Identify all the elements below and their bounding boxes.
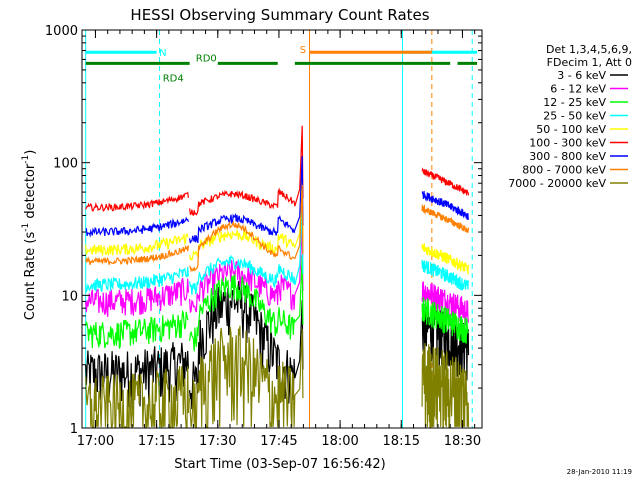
legend-label: 300 - 800 keV	[529, 150, 606, 163]
series-line-800-7000-kev	[189, 184, 304, 273]
axes: 17:00 17:15 17:30 17:45 18:00 18:15 18:30 1 10 10…	[45, 24, 483, 449]
x-tick-label: 18:30	[444, 434, 481, 449]
x-axis-label: Start Time (03-Sep-07 16:56:42)	[174, 457, 385, 472]
annotation-label-rd4: RD4	[163, 73, 184, 84]
legend-title-line-2: FDecim 1, Att 0	[547, 56, 632, 69]
series-line-300-800-kev	[85, 216, 189, 238]
series-line-12-25-kev	[189, 255, 304, 352]
series-line-300-800-kev	[189, 156, 304, 244]
legend-label: 7000 - 20000 keV	[508, 177, 606, 190]
series-line-25-50-kev	[85, 266, 189, 293]
series-line-800-7000-kev	[85, 245, 189, 266]
legend-label: 25 - 50 keV	[543, 110, 606, 123]
y-tick-label: 1000	[45, 24, 78, 39]
annotation-label-s: S	[300, 45, 306, 56]
timestamp: 28-Jan-2010 11:19	[567, 468, 632, 476]
series-line-25-50-kev	[189, 204, 304, 295]
series-line-7000-20000-kev	[85, 366, 189, 428]
x-tick-label: 18:00	[321, 434, 358, 449]
legend-title-line-1: Det 1,3,4,5,6,9,	[546, 43, 632, 56]
legend-label: 50 - 100 keV	[536, 123, 606, 136]
x-tick-label: 17:45	[260, 434, 297, 449]
legend-label: 12 - 25 keV	[543, 96, 606, 109]
legend-label: 3 - 6 keV	[557, 69, 606, 82]
annotation-label-rd0: RD0	[196, 54, 217, 65]
chart-title: HESSI Observing Summary Count Rates	[130, 6, 429, 24]
annotation-label-n: N	[159, 48, 166, 59]
plot-area: N S RD0 RD4	[85, 30, 478, 428]
x-tick-label: 17:15	[138, 434, 175, 449]
legend-label: 100 - 300 keV	[529, 137, 606, 150]
series-line-12-25-kev	[85, 309, 189, 350]
series-line-100-300-kev	[421, 167, 470, 196]
x-tick-label: 17:30	[199, 434, 236, 449]
series-line-7000-20000-kev	[421, 342, 470, 428]
series-line-3-6-kev	[189, 280, 304, 410]
y-tick-label: 10	[61, 289, 78, 304]
series-line-50-100-kev	[421, 242, 470, 275]
legend-label: 800 - 7000 keV	[522, 164, 606, 177]
series-line-50-100-kev	[85, 232, 189, 256]
series-line-100-300-kev	[189, 125, 304, 217]
series-line-25-50-kev	[421, 259, 470, 291]
series-line-6-12-kev	[85, 277, 189, 317]
series-line-7000-20000-kev	[189, 325, 304, 428]
x-tick-label: 17:00	[77, 434, 114, 449]
plot-frame	[81, 29, 483, 429]
y-axis-label: Count Rate (s-1 detector-1)	[21, 150, 38, 321]
series-line-800-7000-kev	[421, 203, 470, 233]
series-line-300-800-kev	[421, 190, 470, 220]
series-line-100-300-kev	[85, 191, 189, 212]
legend: Det 1,3,4,5,6,9, FDecim 1, Att 0 3 - 6 k…	[508, 43, 632, 190]
x-tick-label: 18:15	[383, 434, 420, 449]
legend-label: 6 - 12 keV	[550, 83, 606, 96]
y-tick-label: 1	[70, 422, 78, 437]
series-line-12-25-kev	[421, 297, 469, 344]
y-tick-label: 100	[53, 157, 78, 172]
